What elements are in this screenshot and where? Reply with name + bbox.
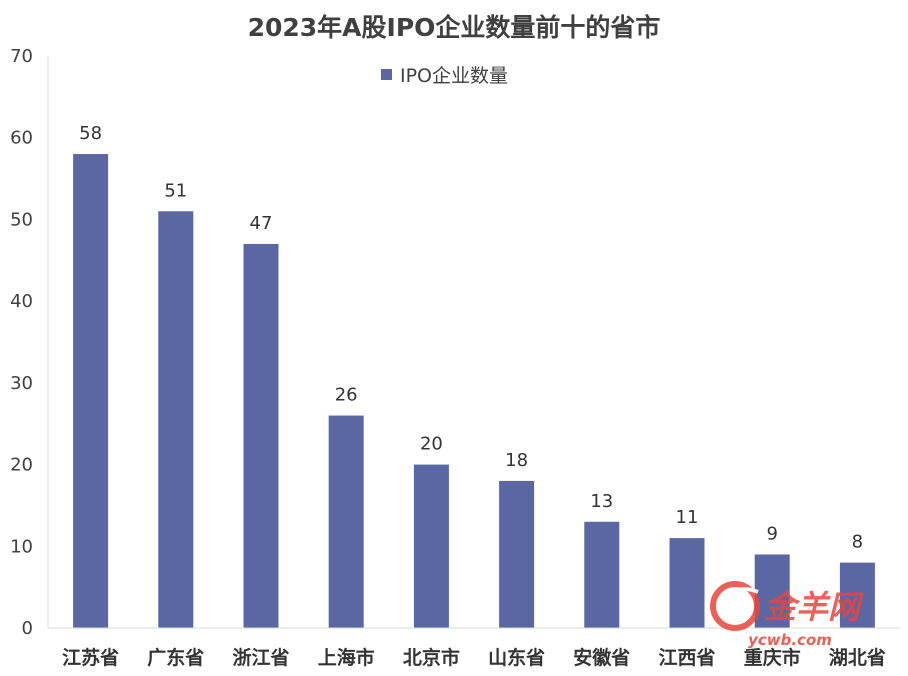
data-label: 18 (505, 450, 528, 471)
data-label: 9 (766, 523, 777, 544)
data-label: 26 (335, 385, 358, 406)
x-axis: 江苏省 广东省 浙江省 上海市 北京市 山东省 安徽省 江西省 重庆市 湖北省 (48, 627, 900, 669)
legend-label: IPO企业数量 (400, 65, 508, 87)
y-tick-label: 70 (10, 46, 33, 67)
bar (584, 521, 620, 628)
bar (328, 415, 364, 628)
bar (754, 554, 790, 628)
bars (73, 154, 875, 629)
chart-title: 2023年A股IPO企业数量前十的省市 (248, 13, 661, 42)
x-tick-label: 安徽省 (573, 646, 630, 669)
watermark: 金羊网 ycwb.com (710, 581, 865, 649)
data-label: 8 (852, 532, 863, 553)
data-label: 13 (590, 491, 613, 512)
watermark-url: ycwb.com (748, 631, 832, 649)
legend-swatch (381, 69, 392, 80)
y-tick-label: 0 (22, 618, 33, 639)
y-tick-label: 50 (10, 209, 33, 230)
x-tick-label: 上海市 (318, 646, 375, 669)
x-tick-label: 浙江省 (232, 646, 289, 669)
bar (413, 464, 449, 628)
y-tick-label: 30 (10, 373, 33, 394)
ycwb-logo-icon (710, 581, 760, 631)
data-label: 47 (250, 213, 273, 234)
bar (499, 480, 535, 628)
x-tick-label: 广东省 (147, 646, 204, 669)
y-tick-label: 40 (10, 291, 33, 312)
data-label: 20 (420, 434, 443, 455)
data-label: 11 (676, 507, 699, 528)
bar (839, 562, 875, 628)
x-tick-label: 湖北省 (829, 647, 886, 669)
x-tick-label: 江西省 (658, 647, 715, 669)
y-tick-label: 20 (10, 455, 33, 476)
y-tick-label: 60 (10, 128, 33, 149)
y-tick-label: 10 (10, 536, 33, 557)
bar (243, 243, 279, 628)
x-tick-label: 重庆市 (744, 646, 801, 669)
watermark-logo-text: 金羊网 (764, 588, 865, 626)
y-axis: 0 10 20 30 40 50 60 70 (10, 46, 49, 639)
data-label: 51 (164, 180, 187, 201)
bar (669, 538, 705, 628)
data-labels: 58 51 47 26 20 18 13 11 9 8 (79, 123, 863, 553)
bar (73, 154, 109, 629)
legend: IPO企业数量 (381, 65, 508, 87)
x-tick-label: 山东省 (488, 646, 545, 669)
x-tick-label: 江苏省 (62, 646, 119, 669)
x-tick-label: 北京市 (403, 646, 460, 669)
bar (158, 211, 194, 628)
data-label: 58 (79, 123, 102, 144)
